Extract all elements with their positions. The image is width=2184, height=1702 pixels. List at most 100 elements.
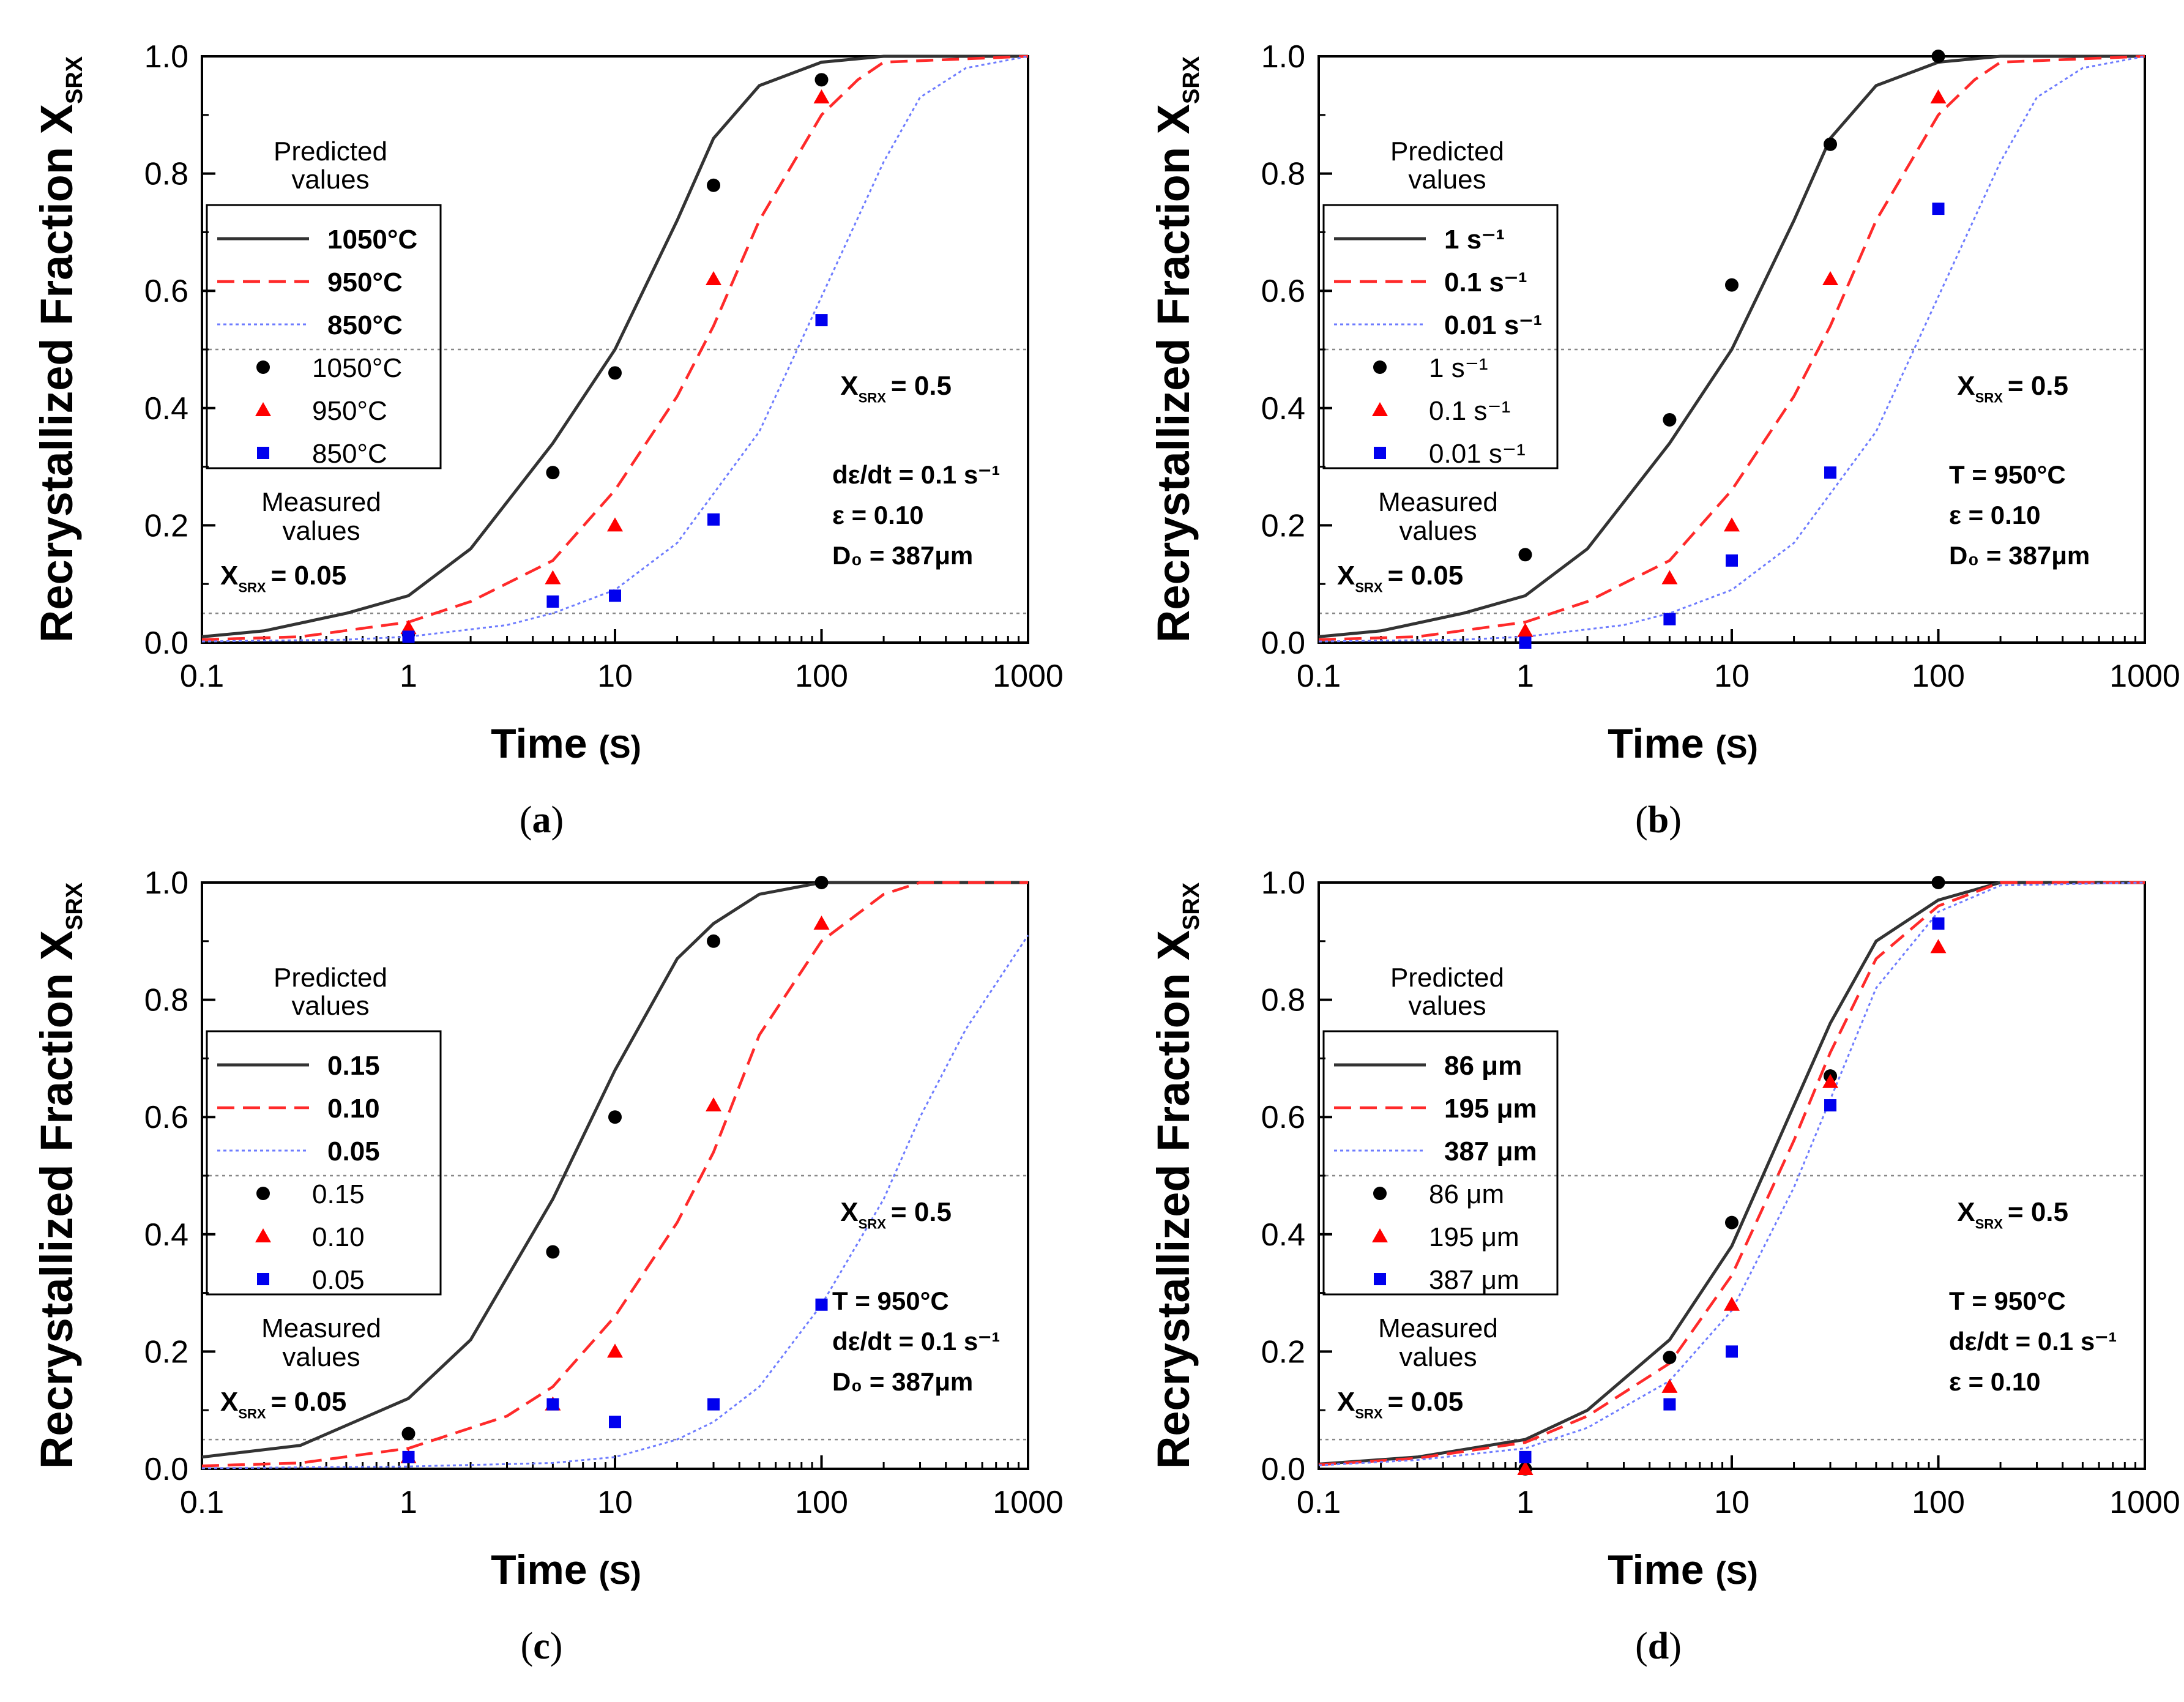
legend-box xyxy=(206,1030,442,1296)
legend-measured-label: 950°C xyxy=(312,396,387,426)
ref-low-label: XSRX = 0.05 xyxy=(1337,561,1463,595)
y-axis-title: Recrystallized Fraction XSRX xyxy=(1148,56,1204,643)
y-tick-label: 0.2 xyxy=(1261,1334,1305,1370)
measured-point-square xyxy=(609,589,621,602)
ref-mid-label: XSRX = 0.5 xyxy=(840,371,952,405)
measured-point-square xyxy=(707,1398,720,1411)
legend-measured-label: 0.01 s⁻¹ xyxy=(1429,439,1526,469)
measured-point-circle xyxy=(608,366,622,380)
ref-mid-label: XSRX = 0.5 xyxy=(1957,1197,2068,1231)
measured-point-circle xyxy=(546,466,560,480)
x-tick-label: 0.1 xyxy=(1297,659,1341,694)
measured-point-triangle xyxy=(706,271,722,286)
chart-b: 0.1 1 10 100 1000 0.0 0.2 0.4 0.6 0.8 1.0 Recrystal… xyxy=(1148,39,2180,767)
condition-label: D₀ = 387μm xyxy=(832,1367,973,1396)
predicted-label: Predicted xyxy=(274,963,387,993)
legend-measured-label: 0.1 s⁻¹ xyxy=(1429,396,1510,426)
predicted-curve-3 xyxy=(201,55,1029,643)
y-tick-label: 0.8 xyxy=(1261,157,1305,192)
measured-point-circle xyxy=(1824,137,1838,151)
legend-box xyxy=(1322,1030,1559,1296)
legend-measured-label: 0.10 xyxy=(312,1222,365,1252)
legend-measured-label: 387 μm xyxy=(1429,1265,1519,1295)
x-axis-title: Time (S) xyxy=(1608,720,1758,767)
caption-a: (a) xyxy=(519,799,564,841)
condition-label: T = 950°C xyxy=(832,1286,949,1315)
x-tick-label: 1000 xyxy=(2109,1485,2180,1520)
x-axis-title: Time (S) xyxy=(491,1547,641,1593)
y-tick-label: 0.0 xyxy=(144,1452,188,1487)
legend-predicted-label: 850°C xyxy=(327,310,403,340)
measured-point-square xyxy=(1519,636,1532,649)
legend-measured-label: 1050°C xyxy=(312,353,402,383)
measured-label: Measured xyxy=(1378,487,1498,517)
measured-point-triangle xyxy=(1661,570,1678,584)
measured-point-square xyxy=(609,1416,621,1428)
predicted-curve-1 xyxy=(1318,881,2145,1466)
y-axis-title: Recrystallized Fraction XSRX xyxy=(31,882,88,1469)
legend-marker-square xyxy=(257,1273,269,1285)
panel-a: 0.1 1 10 100 1000 0.0 0.2 0.4 0.6 0.8 1.0 Recrystal… xyxy=(0,0,1065,796)
y-tick-label: 0.8 xyxy=(144,983,188,1018)
legend-predicted-label: 0.15 xyxy=(327,1051,380,1081)
measured-point-square xyxy=(1519,1450,1532,1463)
x-tick-label: 10 xyxy=(597,659,633,694)
legend-marker-square xyxy=(1374,1273,1386,1285)
measured-label: values xyxy=(1399,516,1477,546)
panel-b: 0.1 1 10 100 1000 0.0 0.2 0.4 0.6 0.8 1.0 Recrystal… xyxy=(1117,0,2182,796)
chart-c: 0.1 1 10 100 1000 0.0 0.2 0.4 0.6 0.8 1.0 Recrystal… xyxy=(31,865,1064,1593)
y-tick-label: 1.0 xyxy=(144,39,188,75)
x-tick-label: 1 xyxy=(1516,659,1534,694)
legend-marker-square xyxy=(1374,447,1386,459)
y-tick-label: 0.8 xyxy=(1261,983,1305,1018)
condition-label: D₀ = 387μm xyxy=(832,541,973,570)
legend-predicted-label: 0.05 xyxy=(327,1137,380,1166)
measured-point-triangle xyxy=(706,1097,722,1112)
x-tick-label: 100 xyxy=(1912,1485,1965,1520)
y-axis-title: Recrystallized Fraction XSRX xyxy=(31,56,88,643)
measured-point-square xyxy=(707,513,720,526)
x-tick-label: 10 xyxy=(1714,659,1750,694)
legend-marker-circle xyxy=(256,1187,270,1200)
measured-point-triangle xyxy=(545,570,561,584)
y-tick-label: 0.4 xyxy=(1261,391,1305,427)
legend-predicted-label: 195 μm xyxy=(1444,1094,1537,1124)
x-tick-label: 0.1 xyxy=(180,659,224,694)
measured-point-triangle xyxy=(813,89,830,104)
condition-label: ε = 0.10 xyxy=(1949,501,2041,529)
ref-mid-label: XSRX = 0.5 xyxy=(840,1197,952,1231)
y-tick-label: 1.0 xyxy=(1261,865,1305,901)
measured-point-triangle xyxy=(1822,271,1839,286)
measured-point-circle xyxy=(1663,412,1677,427)
x-tick-label: 10 xyxy=(1714,1485,1750,1520)
measured-point-triangle xyxy=(607,517,623,532)
measured-point-circle xyxy=(707,934,721,948)
measured-label: values xyxy=(1399,1342,1477,1372)
x-tick-label: 1000 xyxy=(993,659,1064,694)
measured-point-circle xyxy=(1725,1215,1739,1230)
predicted-curve-3 xyxy=(201,935,1029,1469)
measured-point-square xyxy=(1726,554,1738,567)
measured-point-square xyxy=(1932,203,1945,215)
measured-point-circle xyxy=(707,178,721,192)
predicted-label: Predicted xyxy=(1390,963,1504,993)
predicted-label: values xyxy=(291,991,369,1021)
legend-predicted-label: 950°C xyxy=(327,267,403,297)
measured-point-triangle xyxy=(1930,89,1947,104)
x-tick-label: 100 xyxy=(795,659,848,694)
condition-label: T = 950°C xyxy=(1949,460,2066,489)
legend-predicted-label: 0.01 s⁻¹ xyxy=(1444,310,1542,340)
ref-low-label: XSRX = 0.05 xyxy=(1337,1387,1463,1421)
legend-predicted-label: 0.10 xyxy=(327,1094,380,1124)
caption-b: (b) xyxy=(1635,799,1682,841)
y-tick-label: 0.4 xyxy=(144,391,188,427)
y-tick-label: 0.8 xyxy=(144,157,188,192)
caption-c: (c) xyxy=(520,1625,563,1667)
measured-label: Measured xyxy=(261,487,381,517)
measured-point-square xyxy=(1663,613,1676,625)
y-tick-label: 0.4 xyxy=(144,1217,188,1253)
y-axis-title: Recrystallized Fraction XSRX xyxy=(1148,882,1204,1469)
legend-marker-circle xyxy=(1373,360,1387,374)
y-tick-label: 0.0 xyxy=(144,625,188,661)
y-tick-label: 0.6 xyxy=(144,1100,188,1135)
